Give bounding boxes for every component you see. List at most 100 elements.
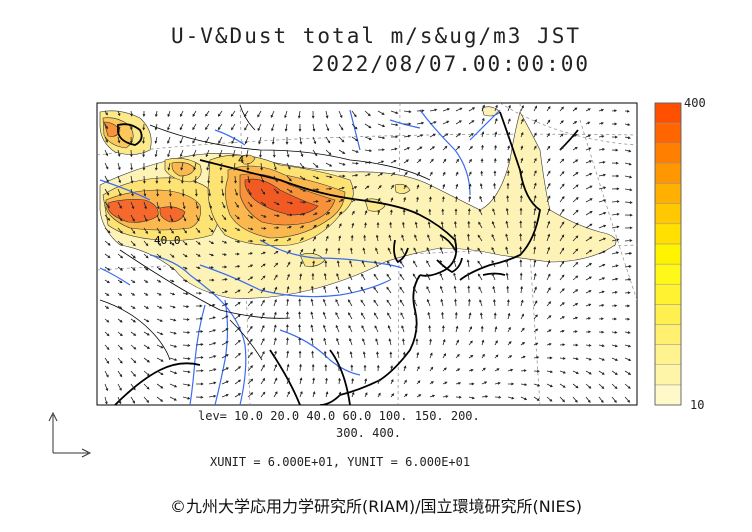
wind-arrow [208, 214, 213, 221]
wind-arrow [180, 162, 184, 171]
wind-arrow [299, 225, 305, 229]
wind-arrow [325, 175, 333, 179]
wind-arrow [386, 273, 392, 281]
wind-arrow [611, 396, 617, 403]
wind-arrow [273, 201, 280, 205]
wind-arrow [453, 285, 457, 294]
wind-arrow [169, 318, 177, 322]
wind-arrow [221, 188, 225, 197]
wind-arrow [156, 357, 164, 362]
wind-arrow [598, 108, 604, 112]
wind-arrow [585, 198, 593, 203]
wind-arrow [324, 260, 328, 268]
wind-arrow [493, 182, 496, 190]
wind-arrow [351, 377, 354, 385]
wind-arrow [455, 120, 462, 125]
wind-arrow [468, 183, 472, 190]
wind-arrow [182, 330, 191, 334]
wind-arrow [117, 201, 122, 209]
wind-arrow [386, 286, 392, 294]
wind-arrow [585, 121, 591, 125]
wind-arrow [468, 354, 474, 359]
wind-arrow [559, 183, 565, 190]
wind-arrow [362, 338, 366, 346]
wind-arrow [182, 318, 190, 321]
wind-arrow [156, 370, 164, 376]
wind-arrow [221, 253, 227, 256]
colorbar-swatch [654, 163, 682, 184]
wind-arrow [221, 278, 228, 281]
colorbar-swatch [654, 223, 682, 245]
wind-arrow [373, 299, 379, 307]
wind-arrow [325, 162, 333, 167]
wind-arrow [364, 378, 368, 385]
colorbar-swatch [654, 304, 682, 325]
wind-arrow [403, 393, 408, 398]
wind-arrow [429, 158, 434, 164]
wind-arrow [442, 338, 446, 346]
contour-levels-line1: lev= 10.0 20.0 40.0 60.0 100. 150. 200. [198, 409, 480, 423]
wind-arrow [117, 253, 124, 259]
wind-arrow [390, 110, 399, 114]
wind-arrow [182, 396, 191, 400]
wind-arrow [374, 260, 379, 268]
wind-arrow [167, 136, 171, 144]
wind-arrow [399, 286, 405, 294]
wind-arrow [325, 377, 328, 385]
wind-arrow [182, 292, 189, 296]
wind-arrow [338, 391, 342, 398]
wind-arrow [416, 394, 422, 398]
wind-arrow [598, 160, 606, 164]
wind-arrow [533, 118, 537, 125]
wind-arrow [559, 120, 564, 125]
wind-arrow [598, 344, 605, 348]
wind-arrow [363, 364, 367, 371]
wind-arrow [585, 357, 592, 361]
wind-arrow [533, 314, 538, 320]
wind-arrow [429, 121, 437, 125]
wind-arrow [167, 110, 171, 118]
wind-arrow [572, 235, 579, 242]
wind-arrow [299, 212, 306, 216]
wind-arrow [286, 391, 290, 398]
wind-arrow [312, 377, 316, 385]
wind-arrow [611, 135, 618, 139]
wind-arrow [206, 162, 210, 171]
wind-arrow [519, 233, 523, 242]
wind-arrow [298, 337, 302, 346]
wind-arrow [519, 272, 523, 281]
wind-arrow [546, 260, 551, 268]
wind-arrow [429, 133, 436, 138]
wind-arrow [390, 160, 397, 164]
wind-arrow [260, 391, 266, 398]
wind-arrow [348, 273, 353, 281]
wind-arrow [559, 343, 566, 347]
wind-arrow [442, 145, 448, 151]
wind-arrow [338, 136, 345, 143]
wind-arrow [310, 311, 314, 320]
chart-timestamp: 2022/08/07.00:00:00 [311, 52, 590, 76]
wind-arrow [117, 344, 123, 350]
wind-arrow [195, 291, 202, 295]
wind-arrow [169, 344, 178, 348]
wind-arrow [559, 234, 565, 242]
contour-levels-line2: 300. 400. [336, 426, 402, 440]
wind-arrow [299, 175, 306, 181]
wind-arrow [520, 327, 525, 333]
dust-plume [99, 106, 617, 299]
wind-arrow [416, 196, 419, 203]
wind-arrow [427, 221, 431, 229]
wind-arrow [130, 344, 137, 350]
wind-arrow [311, 110, 315, 119]
wind-arrow [403, 365, 407, 372]
wind-arrow [494, 131, 498, 138]
wind-arrow [507, 340, 512, 346]
colorbar-swatch [654, 324, 682, 345]
wind-arrow [429, 366, 434, 372]
wind-arrow [130, 266, 136, 271]
wind-arrow [364, 110, 371, 117]
wind-arrow [104, 240, 111, 246]
wind-arrow [323, 350, 327, 359]
wind-arrow [143, 344, 150, 349]
wind-arrow [507, 382, 515, 386]
